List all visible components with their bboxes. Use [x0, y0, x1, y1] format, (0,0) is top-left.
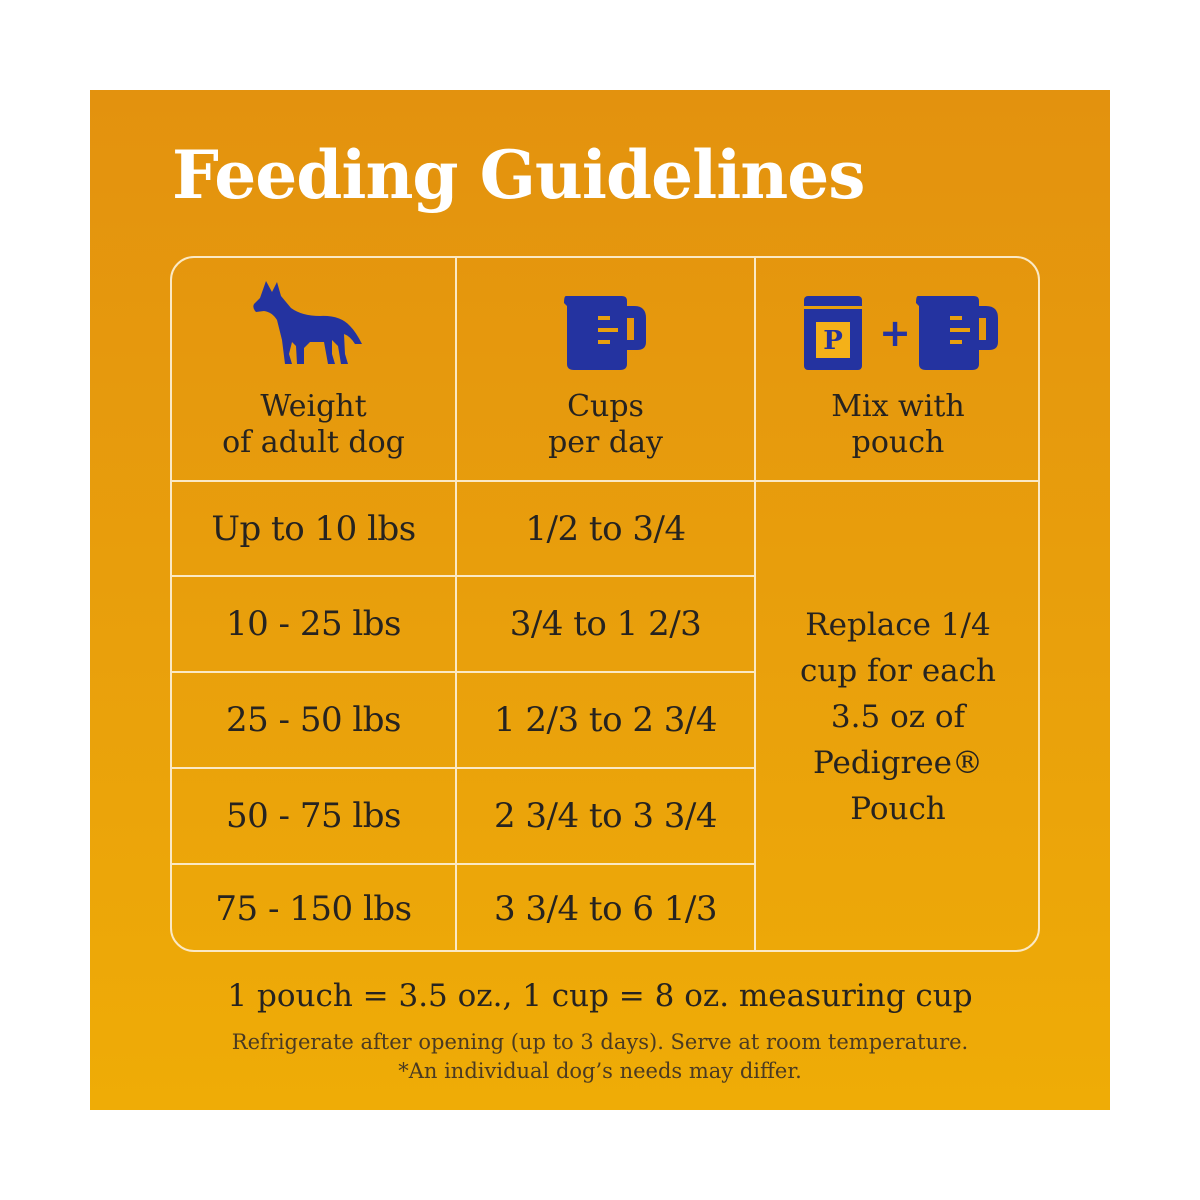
column-header-cups: Cups per day	[548, 389, 663, 460]
weight-cell: 25 - 50 lbs	[225, 700, 402, 740]
column-header-weight: Weight of adult dog	[222, 389, 405, 460]
weight-cell: 50 - 75 lbs	[225, 796, 402, 836]
cups-cell: 3/4 to 1 2/3	[509, 604, 702, 644]
refrigerate-note: Refrigerate after opening (up to 3 days)…	[231, 1030, 969, 1054]
feeding-guidelines-panel: Feeding Guidelines P +	[90, 90, 1110, 1110]
column-divider	[455, 258, 457, 950]
column-header-mix: Mix with pouch	[831, 389, 965, 460]
header-divider	[172, 480, 1038, 482]
cups-cell: 2 3/4 to 3 3/4	[493, 796, 718, 836]
page-title: Feeding Guidelines	[172, 136, 865, 214]
row-divider	[172, 575, 756, 577]
plus-symbol: +	[879, 311, 911, 355]
weight-cell: 75 - 150 lbs	[215, 888, 412, 929]
pouch-plus-cup-icon: P +	[804, 294, 1000, 372]
column-divider	[754, 258, 756, 950]
row-divider	[172, 767, 756, 769]
measuring-cup-icon	[564, 296, 646, 370]
measurement-note: 1 pouch = 3.5 oz., 1 cup = 8 oz. measuri…	[227, 978, 973, 1014]
row-divider	[172, 863, 756, 865]
mix-with-pouch-note: Replace 1/4 cup for each 3.5 oz of Pedig…	[800, 607, 996, 827]
individual-needs-note: *An individual dog’s needs may differ.	[398, 1059, 802, 1083]
cups-cell: 3 3/4 to 6 1/3	[493, 888, 718, 929]
feeding-table: P + Weight of adult dog Cups per day Mix…	[170, 256, 1040, 952]
weight-cell: 10 - 25 lbs	[225, 604, 402, 644]
pouch-icon: P +	[804, 296, 998, 370]
pouch-letter: P	[823, 326, 843, 356]
dog-icon	[253, 281, 362, 364]
cups-cell: 1/2 to 3/4	[525, 508, 686, 549]
cups-cell: 1 2/3 to 2 3/4	[493, 700, 718, 740]
storage-note: Refrigerate after opening (up to 3 days)…	[90, 1028, 1110, 1086]
row-divider	[172, 671, 756, 673]
weight-cell: Up to 10 lbs	[211, 508, 416, 549]
